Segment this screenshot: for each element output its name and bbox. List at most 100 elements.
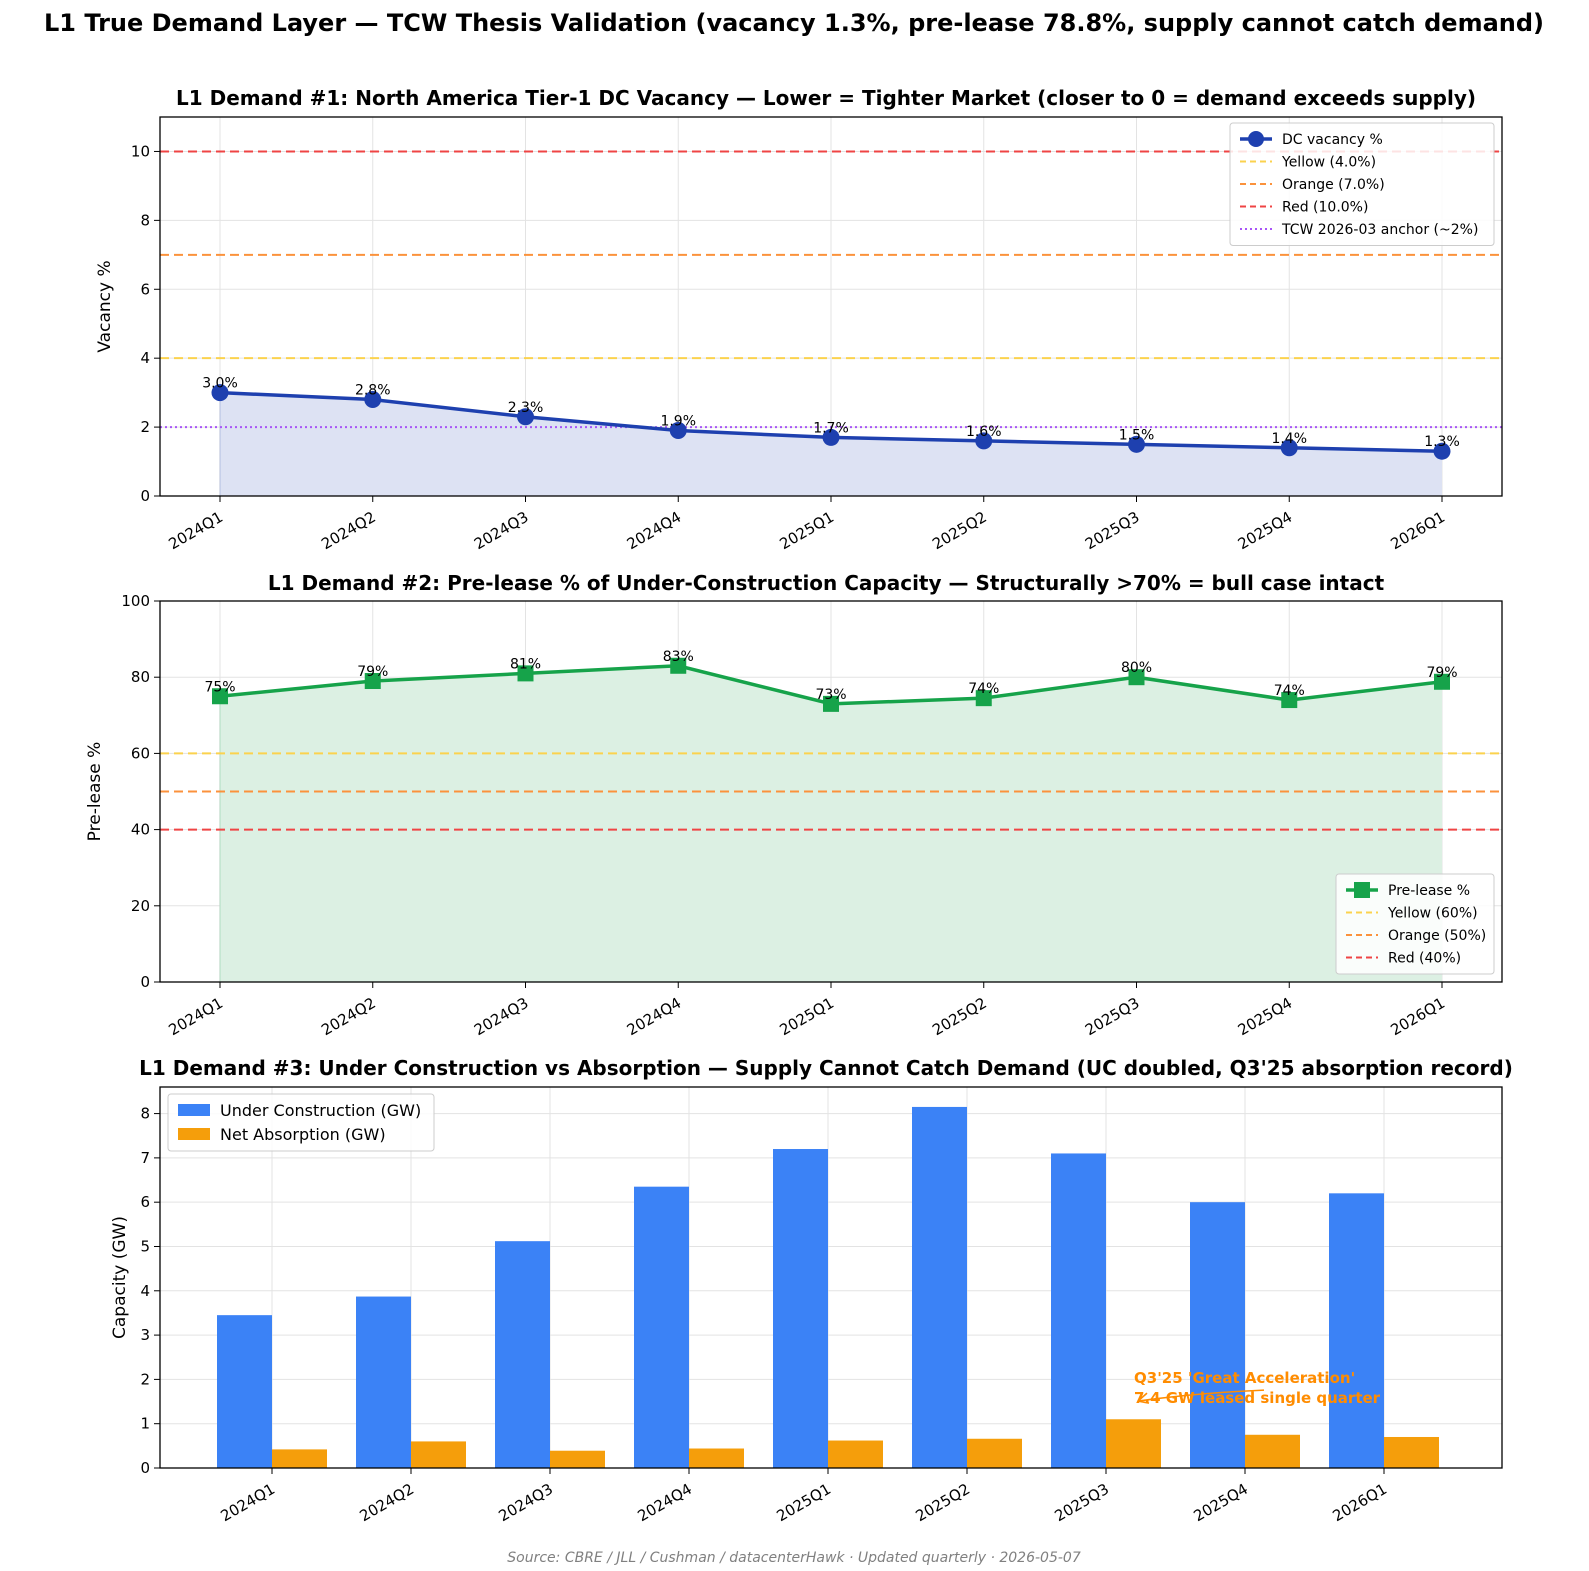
data-point-2026q1	[1434, 673, 1450, 690]
vacancy-chart: L1 Demand #1: North America Tier-1 DC Va…	[95, 86, 1503, 553]
bar-net-absorption-2025q1	[828, 1440, 883, 1468]
legend-label: TCW 2026-03 anchor (~2%)	[1281, 222, 1478, 238]
bar-under-construction-2025q1	[773, 1149, 828, 1468]
bar-net-absorption-2025q3	[1106, 1419, 1161, 1468]
legend: DC vacancy % Yellow (4.0%) Orange (7.0%) Re…	[1229, 122, 1495, 246]
source-note: Source: CBRE / JLL / Cushman / datacente…	[507, 1550, 1081, 1566]
capacity-chart: L1 Demand #3: Under Construction vs Abso…	[110, 1056, 1513, 1525]
y-tick-label: 100	[121, 592, 150, 610]
data-point-2025q4	[1281, 692, 1298, 709]
y-tick-label: 0	[140, 1459, 150, 1477]
bar-under-construction-2025q4	[1190, 1202, 1245, 1468]
x-tick-label: 2025Q1	[773, 1480, 834, 1525]
y-axis-label: Pre-lease %	[85, 742, 105, 842]
x-tick-label: 2024Q4	[634, 1480, 695, 1525]
vacancy-chart-title: L1 Demand #1: North America Tier-1 DC Va…	[176, 86, 1476, 110]
x-tick-label: 2026Q1	[1387, 508, 1448, 553]
series-area	[220, 665, 1442, 982]
y-axis-label: Vacancy %	[95, 260, 115, 352]
legend-box	[1335, 873, 1495, 975]
bar-under-construction-2025q2	[912, 1106, 967, 1468]
x-tick-label: 2025Q1	[776, 508, 837, 553]
x-tick-label: 2025Q4	[1190, 1480, 1251, 1525]
legend-label: Yellow (4.0%)	[1281, 155, 1376, 171]
bar-under-construction-2024q1	[217, 1315, 272, 1468]
data-point-2024q1	[212, 688, 228, 705]
y-tick-label: 8	[140, 211, 150, 229]
x-tick-label: 2025Q3	[1082, 994, 1143, 1039]
x-tick-label: 2024Q2	[318, 508, 379, 553]
legend-label: Red (10.0%)	[1282, 200, 1368, 216]
data-point-2025q1	[823, 695, 839, 712]
data-label: 3.0%	[202, 376, 238, 392]
x-tick-label: 2026Q1	[1387, 994, 1448, 1039]
legend-box	[1229, 122, 1495, 246]
x-tick-label: 2024Q1	[217, 1480, 278, 1525]
data-point-2024q2	[364, 673, 381, 690]
legend-swatch	[178, 1128, 210, 1140]
bar-under-construction-2024q2	[356, 1296, 411, 1468]
bar-under-construction-2024q4	[634, 1186, 689, 1468]
annotation-arrow	[1137, 1389, 1265, 1402]
x-tick-label: 2026Q1	[1329, 1480, 1390, 1525]
data-label: 79%	[1426, 665, 1457, 681]
legend-label: Orange (50%)	[1388, 928, 1486, 944]
data-point-2024q3	[517, 408, 534, 426]
y-tick-label: 7	[140, 1149, 150, 1167]
x-tick-label: 2024Q4	[624, 508, 685, 553]
y-tick-label: 80	[131, 668, 150, 686]
x-tick-label: 2024Q4	[624, 994, 685, 1039]
annotation-text-line-2: 7.4 GW leased single quarter	[1134, 1389, 1381, 1407]
y-tick-label: 40	[131, 821, 150, 839]
y-tick-label: 8	[140, 1105, 150, 1123]
y-tick-label: 4	[140, 1282, 150, 1300]
legend: Under Construction (GW) Net Absorption (G…	[167, 1093, 435, 1152]
bar-net-absorption-2024q2	[411, 1441, 466, 1468]
data-point-2024q4	[670, 657, 687, 674]
legend-label: Orange (7.0%)	[1282, 177, 1385, 193]
legend-label: Under Construction (GW)	[220, 1101, 421, 1120]
x-tick-label: 2024Q3	[471, 994, 532, 1039]
prelease-chart-title: L1 Demand #2: Pre-lease % of Under-Const…	[268, 571, 1385, 595]
data-label: 74%	[968, 681, 999, 697]
legend-label: DC vacancy %	[1282, 132, 1383, 148]
data-point-2025q3	[1128, 669, 1145, 686]
y-tick-label: 20	[131, 897, 150, 915]
x-tick-label: 2024Q2	[318, 994, 379, 1039]
bar-net-absorption-2026q1	[1384, 1436, 1439, 1468]
data-point-2025q3	[1128, 435, 1145, 453]
data-point-2026q1	[1433, 442, 1451, 460]
data-label: 80%	[1121, 660, 1152, 676]
legend-marker	[1248, 131, 1264, 147]
data-label: 1.9%	[660, 414, 696, 430]
x-tick-label: 2024Q3	[471, 508, 532, 553]
data-label: 1.6%	[966, 424, 1002, 440]
x-tick-label: 2025Q4	[1235, 508, 1296, 553]
data-point-2025q2	[975, 690, 992, 707]
y-tick-label: 5	[140, 1237, 150, 1255]
data-label: 2.3%	[508, 400, 544, 416]
legend-label: Red (40%)	[1388, 951, 1461, 967]
bar-net-absorption-2025q4	[1245, 1434, 1300, 1468]
legend-marker	[1354, 882, 1370, 898]
y-tick-label: 60	[131, 744, 150, 762]
legend-label: Pre-lease %	[1388, 883, 1470, 899]
y-tick-label: 6	[140, 1193, 150, 1211]
bar-under-construction-2024q3	[495, 1241, 550, 1468]
data-label: 79%	[357, 664, 388, 680]
y-tick-label: 2	[140, 418, 150, 436]
bar-under-construction-2025q3	[1051, 1153, 1106, 1468]
capacity-chart-title: L1 Demand #3: Under Construction vs Abso…	[139, 1056, 1513, 1080]
data-label: 1.7%	[813, 420, 849, 436]
legend: Pre-lease % Yellow (60%) Orange (50%) Red (…	[1335, 873, 1495, 975]
data-label: 83%	[663, 649, 694, 665]
legend-label: Yellow (60%)	[1387, 906, 1478, 922]
annotation-arrowhead	[1137, 1392, 1150, 1404]
annotation-text-line-1: Q3'25 'Great Acceleration'	[1134, 1369, 1355, 1387]
data-label: 1.5%	[1119, 427, 1155, 443]
y-tick-label: 3	[140, 1326, 150, 1344]
x-tick-label: 2024Q1	[165, 508, 226, 553]
data-label: 81%	[510, 656, 541, 672]
data-point-2024q2	[364, 391, 382, 409]
